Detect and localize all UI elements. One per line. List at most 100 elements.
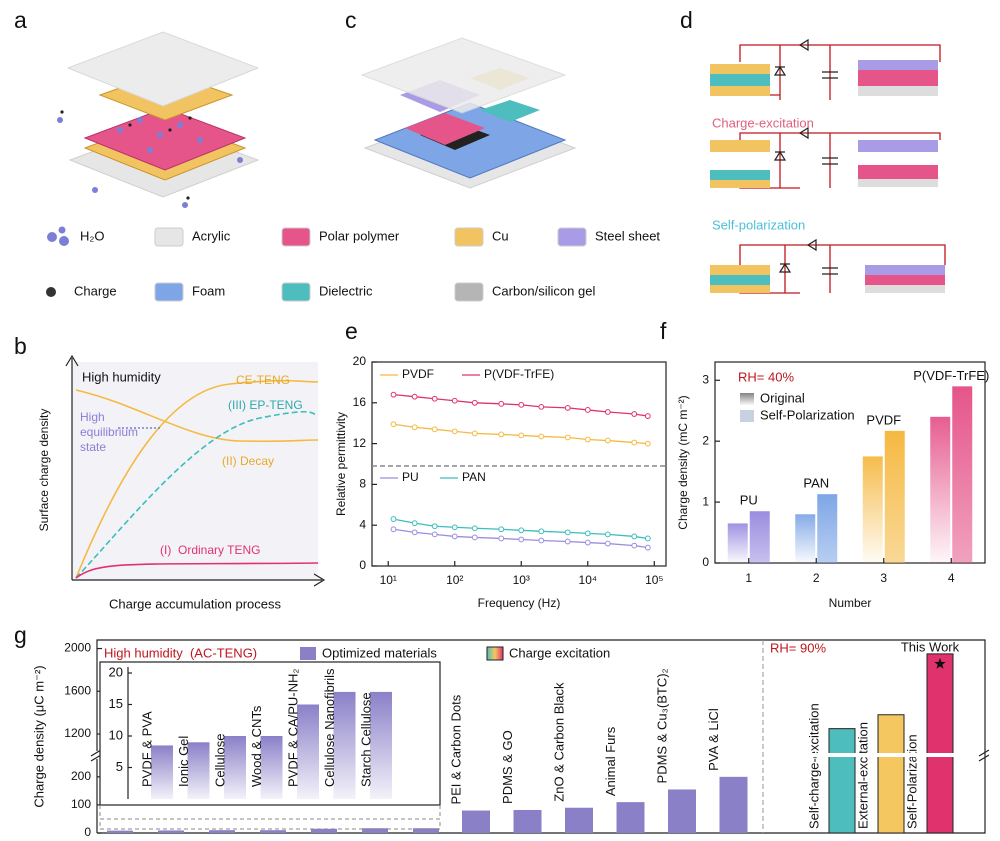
panel-label: e (345, 318, 358, 344)
legend-label: Charge (74, 283, 117, 298)
legend-label: Cu (492, 228, 509, 243)
legend-label: Steel sheet (595, 228, 660, 243)
data-point (390, 421, 397, 428)
bar (333, 691, 356, 799)
annotation: CE-TENG (236, 373, 290, 387)
bar-label: PU (740, 493, 758, 508)
legend-icon (47, 232, 57, 242)
data-point (644, 413, 651, 419)
data-point (564, 434, 571, 441)
y-tick-label: 5 (116, 759, 123, 774)
legend-icon (59, 236, 69, 246)
data-point (584, 407, 591, 413)
legend-label: PU (402, 470, 419, 484)
annotation: (I) Ordinary TENG (160, 543, 260, 557)
data-point (604, 409, 611, 415)
x-tick-label: PEI & Carbon Dots (448, 694, 463, 804)
panel-label: c (345, 7, 357, 33)
bar (817, 494, 838, 563)
x-tick-label: 4 (948, 571, 955, 585)
data-point (471, 430, 478, 437)
legend-label: P(VDF-TrFE) (484, 367, 554, 381)
annotation: This Work (901, 639, 960, 654)
bar (260, 830, 286, 833)
x-tick-label: PVDF & PVA (139, 711, 154, 787)
legend-label: Dielectric (319, 283, 373, 298)
data-point (451, 397, 458, 404)
diagram-c (360, 37, 577, 189)
legend-swatch (740, 410, 754, 422)
y-tick-label: 2 (702, 433, 709, 447)
y-tick-label: 20 (353, 354, 367, 368)
x-tick-label: ZnO & Carbon Black (551, 682, 566, 802)
legend-label: Charge excitation (509, 645, 610, 660)
data-point (631, 542, 638, 549)
data-point (538, 403, 545, 410)
legend-swatch (281, 227, 311, 247)
x-tick-label: 10¹ (380, 573, 397, 587)
data-point (431, 531, 438, 538)
data-point (471, 534, 478, 541)
x-tick-label: Self-Polarization (904, 734, 919, 829)
legend-swatch (486, 646, 504, 661)
bar (719, 776, 748, 833)
annotation: (III) EP-TENG (228, 398, 303, 412)
x-tick-label: PDMS & GO (500, 730, 515, 804)
data-point (564, 538, 571, 545)
data-point (631, 439, 638, 446)
legend-label: Original (760, 390, 805, 405)
data-point (390, 391, 397, 398)
data-point (631, 533, 638, 540)
data-point (431, 395, 438, 402)
x-tick-label: PVA & LiCl (706, 708, 721, 771)
bar (513, 809, 542, 833)
x-tick-label: 1 (745, 571, 752, 585)
x-axis-label: Charge accumulation process (109, 596, 281, 611)
bar (260, 736, 283, 799)
schematic-b (65, 354, 326, 587)
annotation: equilibrium (80, 425, 138, 439)
data-point (518, 527, 525, 534)
legend-label: H₂O (80, 228, 105, 243)
x-tick-label: Wood & CNTs (249, 705, 264, 787)
data-point (518, 401, 525, 408)
star-icon (934, 657, 946, 669)
data-point (584, 539, 591, 546)
plot-frame (371, 361, 667, 567)
data-point (431, 426, 438, 433)
data-point (471, 525, 478, 532)
y-tick-label: 1200 (64, 726, 91, 740)
x-axis-label: Frequency (Hz) (478, 596, 561, 610)
legend-swatch (154, 282, 184, 302)
y-tick-label: 16 (353, 395, 367, 409)
y-tick-label: 10 (109, 727, 123, 742)
data-point (451, 533, 458, 540)
data-point (564, 529, 571, 536)
y-tick-label: 8 (359, 477, 366, 491)
data-point (564, 405, 571, 411)
x-tick-label: 10² (446, 573, 463, 587)
zoom-box (99, 818, 441, 830)
data-point (631, 411, 638, 417)
legend-swatch (454, 227, 484, 247)
annotation: RH= 40% (738, 369, 794, 384)
bar (668, 789, 696, 833)
data-point (644, 440, 651, 447)
axis-break (90, 749, 990, 762)
data-point (498, 431, 505, 438)
zoom-guide (99, 805, 441, 819)
bar (158, 830, 184, 833)
legend-label: PAN (462, 470, 486, 484)
axis-break (93, 751, 101, 759)
x-tick-label: Starch Cellulose (358, 692, 373, 787)
y-tick-label: 1600 (64, 683, 91, 697)
bar (224, 736, 246, 799)
bar-label: P(VDF-TrFE) (913, 368, 989, 383)
legend-swatch (557, 227, 587, 247)
bar (362, 828, 388, 833)
bar-label: PVDF (866, 412, 901, 427)
x-tick-label: 10⁴ (579, 573, 598, 587)
x-tick-label: External-excitation (855, 722, 870, 829)
legend-label: Carbon/silicon gel (492, 283, 595, 298)
